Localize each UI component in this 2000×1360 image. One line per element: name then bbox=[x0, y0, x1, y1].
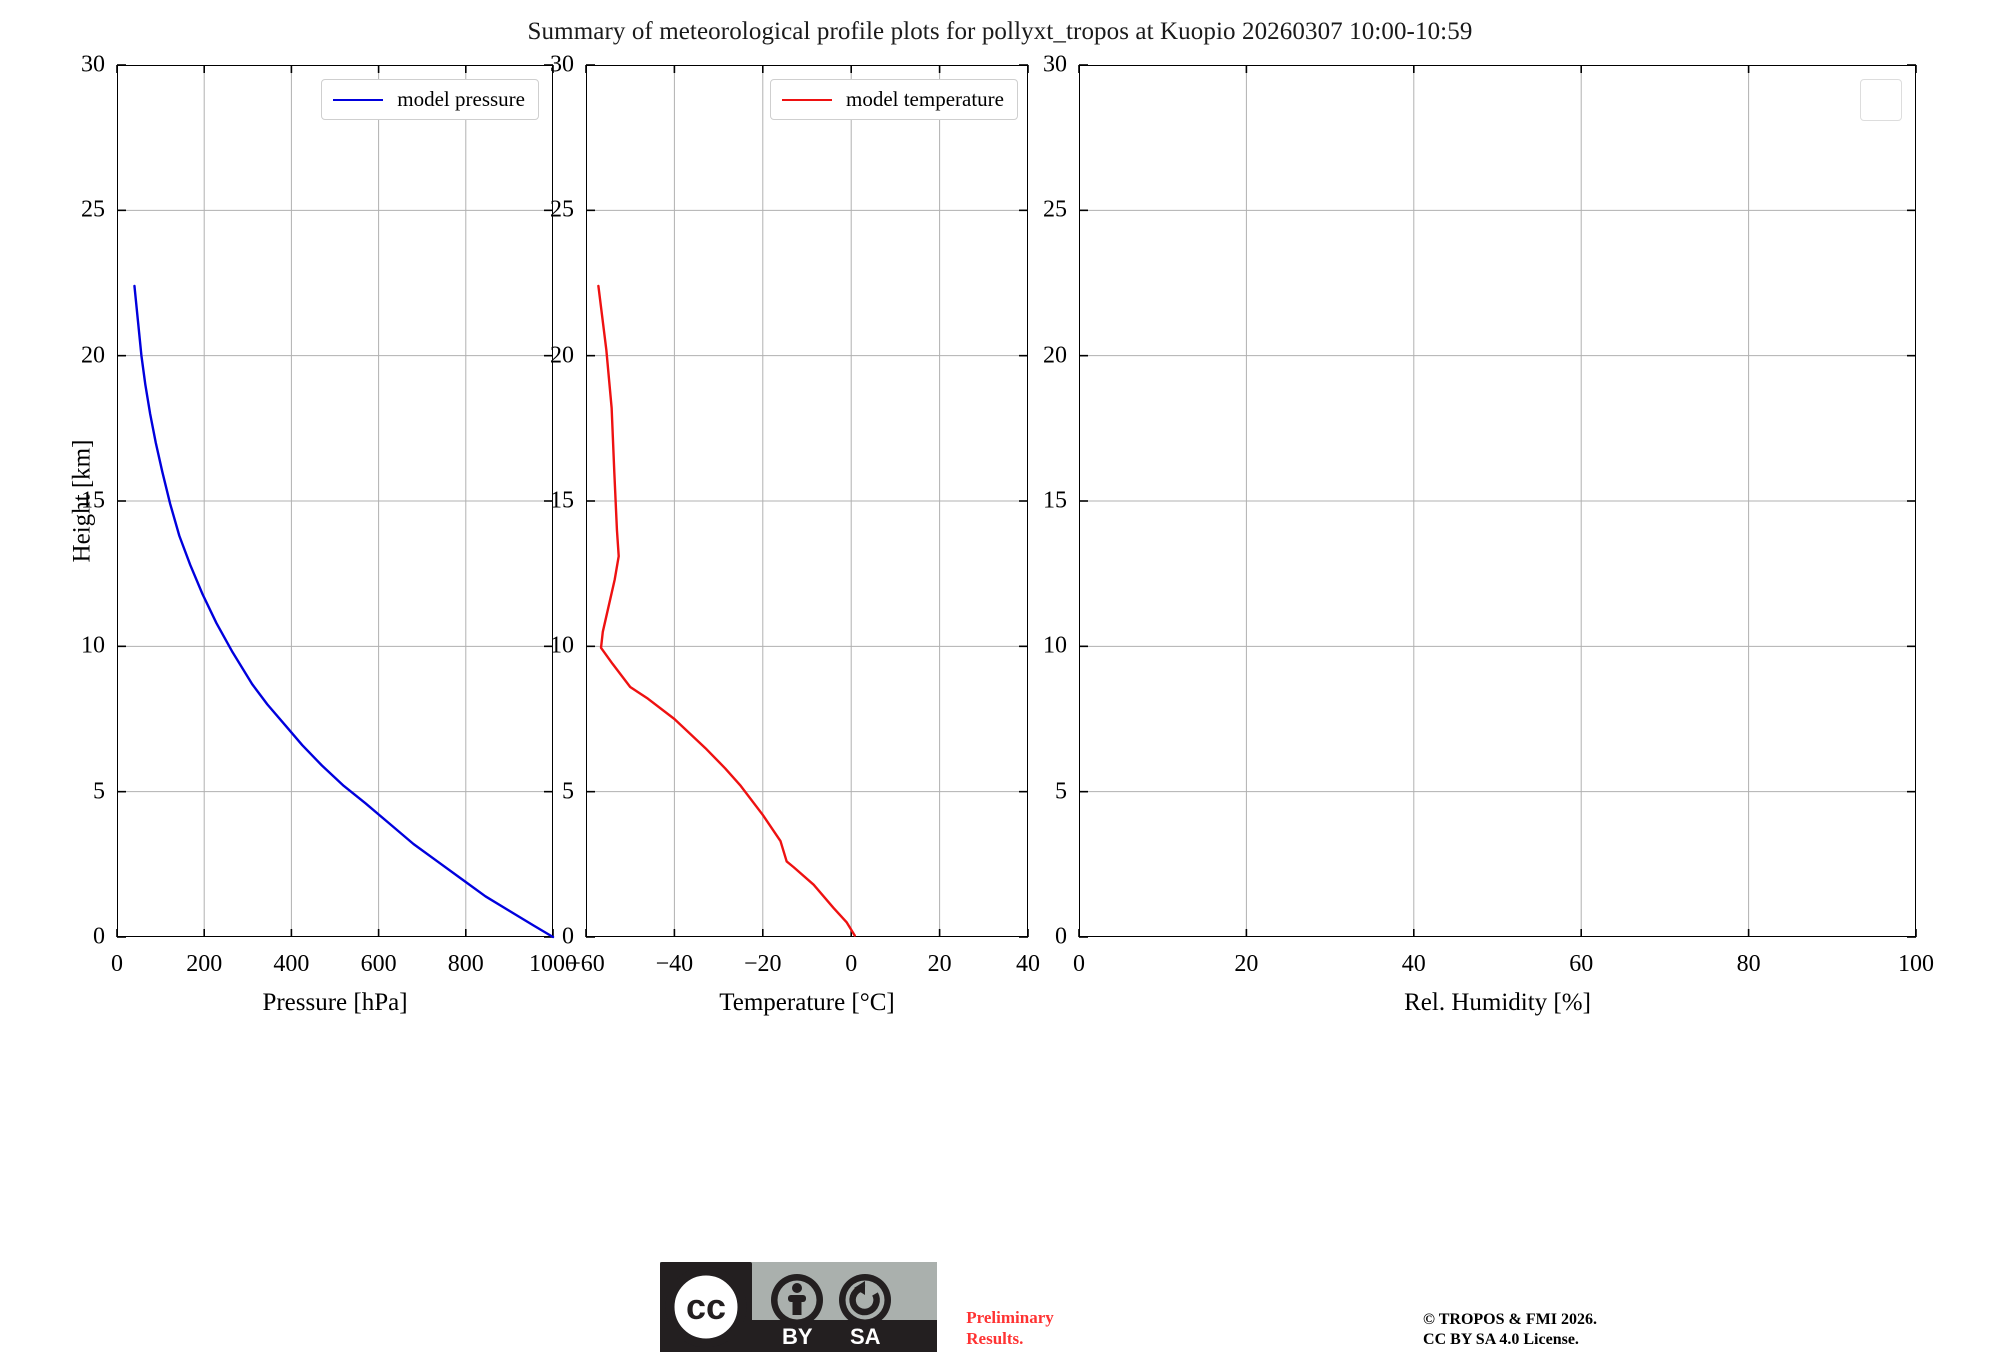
xtick-label: 40 bbox=[1401, 951, 1426, 977]
xtick-label: 800 bbox=[447, 951, 484, 977]
ytick-label: 20 bbox=[1043, 342, 1067, 369]
preliminary-line-2: Results. bbox=[966, 1329, 1024, 1349]
ytick-label: 20 bbox=[81, 342, 105, 369]
xtick-label: 200 bbox=[186, 951, 223, 977]
xtick-label: 20 bbox=[1234, 951, 1259, 977]
panel-pressure: model pressure Height [km] Pressure [hPa… bbox=[68, 52, 577, 1017]
legend-humidity[interactable] bbox=[1860, 79, 1902, 121]
plot-area-humidity bbox=[1078, 64, 1917, 938]
ytick-label: 10 bbox=[81, 632, 105, 659]
xtick-label: −20 bbox=[744, 951, 782, 977]
legend-temperature[interactable]: model temperature bbox=[769, 79, 1018, 120]
xtick-label: 100 bbox=[1898, 951, 1934, 977]
svg-text:cc: cc bbox=[686, 1286, 726, 1327]
ytick-label: 25 bbox=[1043, 196, 1067, 223]
ytick-label: 20 bbox=[550, 342, 574, 369]
preliminary-line-1: Preliminary bbox=[966, 1308, 1054, 1327]
xaxis-label-humidity: Rel. Humidity [%] bbox=[1404, 989, 1591, 1016]
ytick-label: 0 bbox=[562, 923, 574, 950]
ytick-label: 5 bbox=[1055, 778, 1067, 805]
legend-swatch-temperature bbox=[781, 98, 832, 101]
legend-swatch-pressure bbox=[333, 98, 384, 101]
xtick-label: 1000 bbox=[529, 951, 577, 977]
legend-label-temperature: model temperature bbox=[845, 87, 1004, 111]
cc-icons: cc bbox=[665, 1266, 891, 1348]
xtick-label: 80 bbox=[1736, 951, 1761, 977]
xtick-label: 0 bbox=[1073, 951, 1085, 977]
legend-label-pressure: model pressure bbox=[397, 87, 525, 111]
xtick-label: 600 bbox=[360, 951, 397, 977]
xaxis-label-pressure: Pressure [hPa] bbox=[262, 989, 408, 1016]
copyright-note: © TROPOS & FMI 2026. CC BY SA 4.0 Licens… bbox=[1423, 1310, 1597, 1350]
ytick-label: 10 bbox=[1043, 632, 1067, 659]
cc-by-label: BY bbox=[782, 1324, 813, 1349]
xtick-label: 0 bbox=[845, 951, 858, 977]
cc-license-badge: cc BY SA bbox=[660, 1262, 937, 1352]
ytick-label: 5 bbox=[562, 778, 574, 805]
panel-temperature: model temperature Temperature [°C] −60 −4… bbox=[550, 52, 1040, 1017]
ytick-label: 30 bbox=[550, 51, 574, 78]
ytick-label: 0 bbox=[93, 923, 105, 950]
xtick-label: 60 bbox=[1569, 951, 1594, 977]
ytick-label: 0 bbox=[1055, 923, 1067, 950]
cc-sa-label: SA bbox=[850, 1324, 881, 1349]
ytick-label: 5 bbox=[93, 778, 105, 805]
ytick-label: 25 bbox=[81, 196, 105, 223]
ytick-label: 15 bbox=[550, 487, 574, 514]
ytick-label: 15 bbox=[1043, 487, 1067, 514]
preliminary-results-note: Preliminary Results. bbox=[966, 1307, 1054, 1350]
page-title: Summary of meteorological profile plots … bbox=[527, 18, 1473, 45]
copyright-line-2: CC BY SA 4.0 License. bbox=[1423, 1331, 1579, 1348]
ytick-label: 30 bbox=[1043, 51, 1067, 78]
ytick-label: 10 bbox=[550, 632, 574, 659]
ytick-label: 30 bbox=[81, 51, 105, 78]
xtick-label: −40 bbox=[655, 951, 694, 977]
panel-humidity: Rel. Humidity [%] 0 20 40 60 80 100 0 5 10 15 20 25… bbox=[1043, 52, 1934, 1017]
xtick-label: 40 bbox=[1016, 951, 1040, 977]
ytick-label: 15 bbox=[81, 487, 105, 514]
copyright-line-1: © TROPOS & FMI 2026. bbox=[1423, 1311, 1597, 1328]
xtick-label: −60 bbox=[567, 951, 605, 977]
legend-pressure[interactable]: model pressure bbox=[321, 79, 539, 120]
xtick-label: 20 bbox=[927, 951, 952, 977]
plot-area-temperature bbox=[585, 64, 1029, 938]
xtick-label: 400 bbox=[273, 951, 310, 977]
xaxis-label-temperature: Temperature [°C] bbox=[719, 989, 895, 1016]
ytick-label: 25 bbox=[550, 196, 574, 223]
xtick-label: 0 bbox=[111, 951, 123, 977]
plot-area-pressure bbox=[116, 64, 555, 939]
